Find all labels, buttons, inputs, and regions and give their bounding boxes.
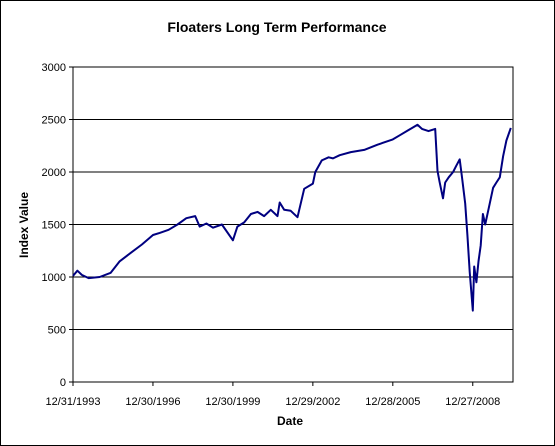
y-tick-label: 1000 (42, 272, 66, 284)
y-tick-label: 2500 (42, 115, 66, 127)
y-axis-ticks: 0 500 1000 1500 2000 2500 3000 (42, 62, 73, 389)
x-tick-label: 12/30/1999 (205, 396, 260, 408)
x-axis-label: Date (277, 414, 303, 428)
y-tick-label: 2000 (42, 167, 66, 179)
gridlines (73, 119, 513, 330)
x-axis-ticks: 12/31/1993 12/30/1996 12/30/1999 12/29/2002… (45, 382, 500, 408)
y-tick-label: 0 (60, 377, 66, 389)
y-tick-label: 500 (48, 325, 66, 337)
series-line (72, 123, 512, 312)
x-tick-label: 12/31/1993 (45, 396, 100, 408)
x-tick-label: 12/30/1996 (125, 396, 180, 408)
x-tick-label: 12/27/2008 (445, 396, 500, 408)
chart-title: Floaters Long Term Performance (167, 19, 386, 35)
y-tick-label: 3000 (42, 62, 66, 74)
y-axis-label: Index Value (17, 192, 31, 258)
x-tick-label: 12/28/2005 (365, 396, 420, 408)
y-tick-label: 1500 (42, 220, 66, 232)
x-tick-label: 12/29/2002 (285, 396, 340, 408)
